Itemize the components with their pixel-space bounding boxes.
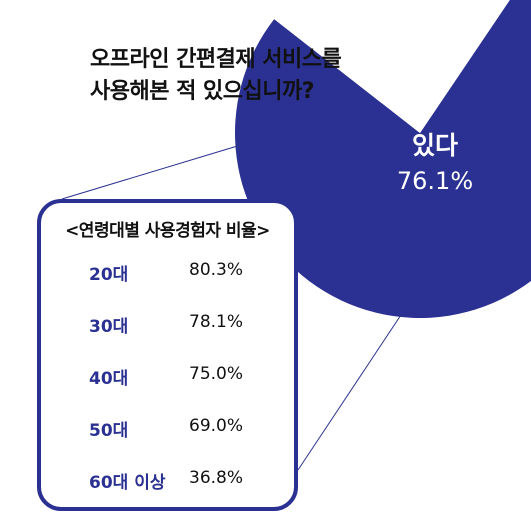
chart-title-line-2: 사용해본 적 있으십니까?: [90, 79, 314, 104]
age-group-label: 40대: [89, 369, 129, 389]
slice-value-label: 76.1%: [396, 167, 474, 195]
pie-slice-yes: [235, 0, 531, 318]
chart-title-line-1: 오프라인 간편결제 서비스를: [90, 47, 342, 72]
usage-rate-value: 78.1%: [189, 312, 244, 332]
table-row: 20대 80.3%: [41, 260, 294, 290]
usage-rate-value: 75.0%: [189, 364, 244, 384]
usage-rate-value: 69.0%: [189, 416, 244, 436]
chart-title: 오프라인 간편결제 서비스를 사용해본 적 있으십니까?: [90, 44, 342, 108]
table-row: 40대 75.0%: [41, 364, 294, 394]
pie-slice-label: 있다 76.1%: [375, 128, 495, 198]
slice-category-label: 있다: [411, 131, 458, 160]
usage-rate-value: 80.3%: [189, 260, 244, 280]
table-row: 30대 78.1%: [41, 312, 294, 342]
usage-rate-value: 36.8%: [189, 468, 244, 488]
table-title: <연령대별 사용경험자 비율>: [65, 221, 270, 241]
age-group-label: 50대: [89, 421, 129, 441]
age-group-label: 60대 이상: [89, 473, 166, 493]
age-group-label: 30대: [89, 317, 129, 337]
table-row: 50대 69.0%: [41, 416, 294, 446]
age-group-label: 20대: [89, 265, 129, 285]
pie-slice-no: [274, 0, 510, 133]
table-row: 60대 이상 36.8%: [41, 468, 294, 498]
age-group-table: <연령대별 사용경험자 비율> 20대 80.3% 30대 78.1% 40대 …: [37, 199, 298, 511]
